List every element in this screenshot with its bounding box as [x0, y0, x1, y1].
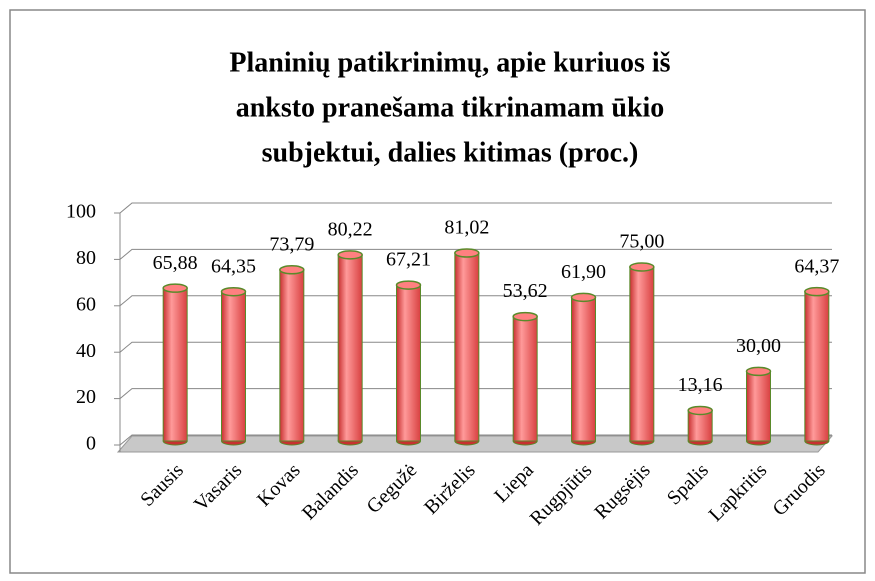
- bar-top: [687, 405, 713, 416]
- y-tick-label: 40: [76, 340, 96, 362]
- value-label: 81,02: [444, 217, 489, 239]
- bar: [396, 284, 421, 442]
- bar: [804, 291, 830, 442]
- bar-top: [454, 248, 480, 258]
- bar-top: [629, 262, 655, 272]
- value-label: 80,22: [328, 218, 373, 240]
- bar-top: [337, 250, 363, 260]
- value-label: 73,79: [269, 233, 314, 255]
- value-label: 53,62: [503, 280, 548, 302]
- y-tick-label: 20: [76, 386, 96, 408]
- bar-top: [279, 265, 305, 275]
- bar-top: [162, 283, 188, 293]
- y-tick-label: 80: [76, 247, 96, 269]
- y-tick-label: 100: [66, 201, 96, 223]
- bar: [337, 254, 363, 442]
- bar: [746, 370, 771, 442]
- bar: [687, 409, 713, 442]
- grid-line: [119, 388, 832, 399]
- value-label: 30,00: [736, 335, 781, 357]
- bar-top: [745, 366, 772, 377]
- bar: [221, 291, 246, 442]
- chart-title: subjektui, dalies kitimas (proc.): [262, 137, 639, 168]
- bar-top: [570, 292, 597, 303]
- bar: [162, 287, 188, 442]
- value-label: 61,90: [561, 261, 606, 283]
- bar-top: [512, 311, 538, 322]
- bar: [279, 269, 305, 442]
- grid-line: [119, 248, 832, 260]
- bar: [571, 296, 596, 442]
- chart-frame: [9, 9, 866, 574]
- value-label: 67,21: [386, 249, 431, 271]
- chart-title: anksto pranešama tikrinamam ūkio: [236, 92, 665, 123]
- grid-line: [119, 341, 832, 353]
- chart-title: Planinių patikrinimų, apie kuriuos iš: [229, 47, 670, 78]
- bar: [454, 252, 480, 442]
- value-label: 13,16: [678, 374, 723, 396]
- value-label: 75,00: [619, 231, 664, 253]
- grid-line: [119, 434, 832, 446]
- y-tick-label: 0: [86, 433, 96, 455]
- y-tick-label: 60: [76, 293, 96, 315]
- value-label: 65,88: [153, 252, 198, 274]
- bar: [512, 316, 538, 442]
- grid-line: [119, 202, 832, 214]
- grid-line: [119, 295, 832, 307]
- bar-top: [804, 286, 830, 297]
- bar: [629, 266, 655, 442]
- bar-top: [220, 286, 247, 297]
- value-label: 64,35: [211, 255, 256, 277]
- bar-top: [395, 280, 422, 290]
- value-label: 64,37: [794, 255, 839, 277]
